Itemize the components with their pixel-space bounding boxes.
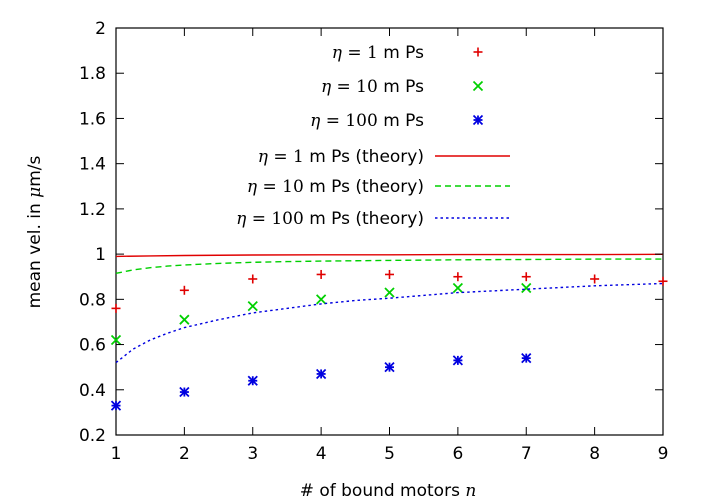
data-point-d2 — [384, 287, 395, 298]
data-point-d2 — [179, 314, 190, 325]
data-point — [521, 352, 532, 364]
x-tick-label: 6 — [452, 444, 463, 464]
y-tick-label: 2 — [95, 19, 106, 39]
legend-label-equals: = 1 — [342, 43, 378, 63]
legend-label: η = 100 m Ps (theory) — [236, 209, 424, 229]
x-tick-label: 5 — [384, 444, 395, 464]
y-tick-label: 1.2 — [79, 200, 106, 220]
legend-label: η = 1 m Ps — [332, 43, 424, 63]
data-point — [111, 303, 121, 313]
y-tick-label: 1 — [95, 245, 106, 265]
legend-label-unit: m Ps (theory) — [304, 177, 424, 197]
data-point — [110, 334, 122, 346]
series-1 — [111, 269, 668, 313]
y-axis-label: mean vel. in μm/s — [25, 155, 45, 308]
x-axis-ticks: 1 2 3 4 5 6 7 8 9 — [111, 28, 669, 464]
x-tick-label: 2 — [179, 444, 190, 464]
legend-label: η = 1 m Ps (theory) — [258, 147, 424, 167]
series-5 — [115, 258, 663, 274]
x-tick-label: 3 — [247, 444, 258, 464]
legend-label-unit: m Ps — [378, 77, 424, 97]
legend-label: η = 10 m Ps (theory) — [247, 177, 424, 197]
series-2 — [110, 282, 532, 346]
series-4 — [115, 253, 664, 258]
legend-marker-sample-d2 — [472, 80, 484, 92]
data-point — [452, 355, 464, 366]
data-point — [453, 272, 463, 282]
y-tick-label: 0.4 — [79, 381, 106, 401]
series-layer — [110, 253, 668, 411]
legend-label-unit: m Ps (theory) — [304, 147, 424, 167]
data-point — [315, 368, 327, 380]
data-point — [385, 269, 394, 279]
legend-label-symbol: η — [258, 147, 269, 167]
x-tick-label: 4 — [316, 444, 327, 464]
x-tick-label: 1 — [111, 444, 122, 464]
y-axis-label-text: mean vel. in — [25, 198, 45, 309]
x-axis-label-math: n — [465, 481, 476, 501]
legend-label-equals: = 100 — [320, 111, 378, 131]
x-axis-label-text: # of bound motors — [300, 481, 466, 501]
y-tick-label: 0.8 — [79, 290, 106, 310]
y-axis-label-math: μ — [25, 187, 45, 198]
y-tick-label: 1.6 — [79, 109, 106, 129]
data-point — [315, 294, 327, 305]
data-point — [316, 269, 326, 279]
series-line — [115, 282, 664, 364]
legend: η = 1 m Psη = 10 m Psη = 100 m Psη = 1 m… — [236, 43, 510, 229]
legend-marker-sample — [472, 80, 484, 92]
legend-label-symbol: η — [247, 177, 258, 197]
x-tick-label: 9 — [658, 444, 669, 464]
data-point — [384, 362, 395, 373]
x-tick-label: 8 — [589, 444, 600, 464]
x-tick-label: 7 — [521, 444, 532, 464]
series-line — [115, 258, 663, 274]
data-point — [248, 274, 258, 284]
legend-label-symbol: η — [332, 43, 343, 63]
legend-marker-sample — [473, 47, 483, 57]
data-point — [521, 282, 532, 294]
legend-label-unit: m Ps (theory) — [304, 209, 424, 229]
legend-label-symbol: η — [236, 209, 247, 229]
data-point-d2 — [247, 300, 258, 312]
legend-label-symbol: η — [310, 111, 321, 131]
data-point-d2 — [452, 282, 464, 294]
legend-label: η = 10 m Ps — [321, 77, 424, 97]
data-point — [179, 314, 190, 325]
legend-label-symbol: η — [321, 77, 332, 97]
data-point — [658, 276, 668, 286]
legend-label-equals: = 10 — [331, 77, 378, 97]
data-point-d2 — [315, 294, 327, 305]
legend-label-equals: = 10 — [257, 177, 304, 197]
y-axis-ticks: 0.2 0.4 0.6 0.8 1 1.2 1.4 1.6 1.8 2 — [79, 19, 663, 446]
y-tick-label: 1.8 — [79, 64, 106, 84]
legend-label: η = 100 m Ps — [310, 111, 424, 131]
data-point — [452, 282, 464, 294]
y-axis-label-unit: m/s — [25, 155, 45, 186]
data-point — [179, 386, 190, 398]
series-3 — [110, 352, 532, 411]
data-point — [247, 375, 258, 386]
data-point-d2 — [521, 282, 532, 294]
data-point — [179, 285, 189, 295]
legend-label-unit: m Ps — [378, 111, 424, 131]
x-axis-label: # of bound motors n — [300, 481, 477, 501]
legend-label-equals: = 100 — [246, 209, 304, 229]
data-point — [110, 400, 122, 411]
series-6 — [115, 282, 664, 364]
legend-label-unit: m Ps — [378, 43, 424, 63]
data-point-d2 — [110, 334, 122, 346]
y-tick-label: 0.2 — [79, 426, 106, 446]
series-line — [115, 253, 664, 258]
y-tick-label: 1.4 — [79, 155, 106, 175]
data-point — [384, 287, 395, 298]
legend-label-equals: = 1 — [268, 147, 304, 167]
data-point — [590, 274, 600, 284]
data-point — [247, 300, 258, 312]
legend-marker-sample — [472, 114, 484, 126]
y-tick-label: 0.6 — [79, 336, 106, 356]
data-point — [521, 272, 531, 282]
